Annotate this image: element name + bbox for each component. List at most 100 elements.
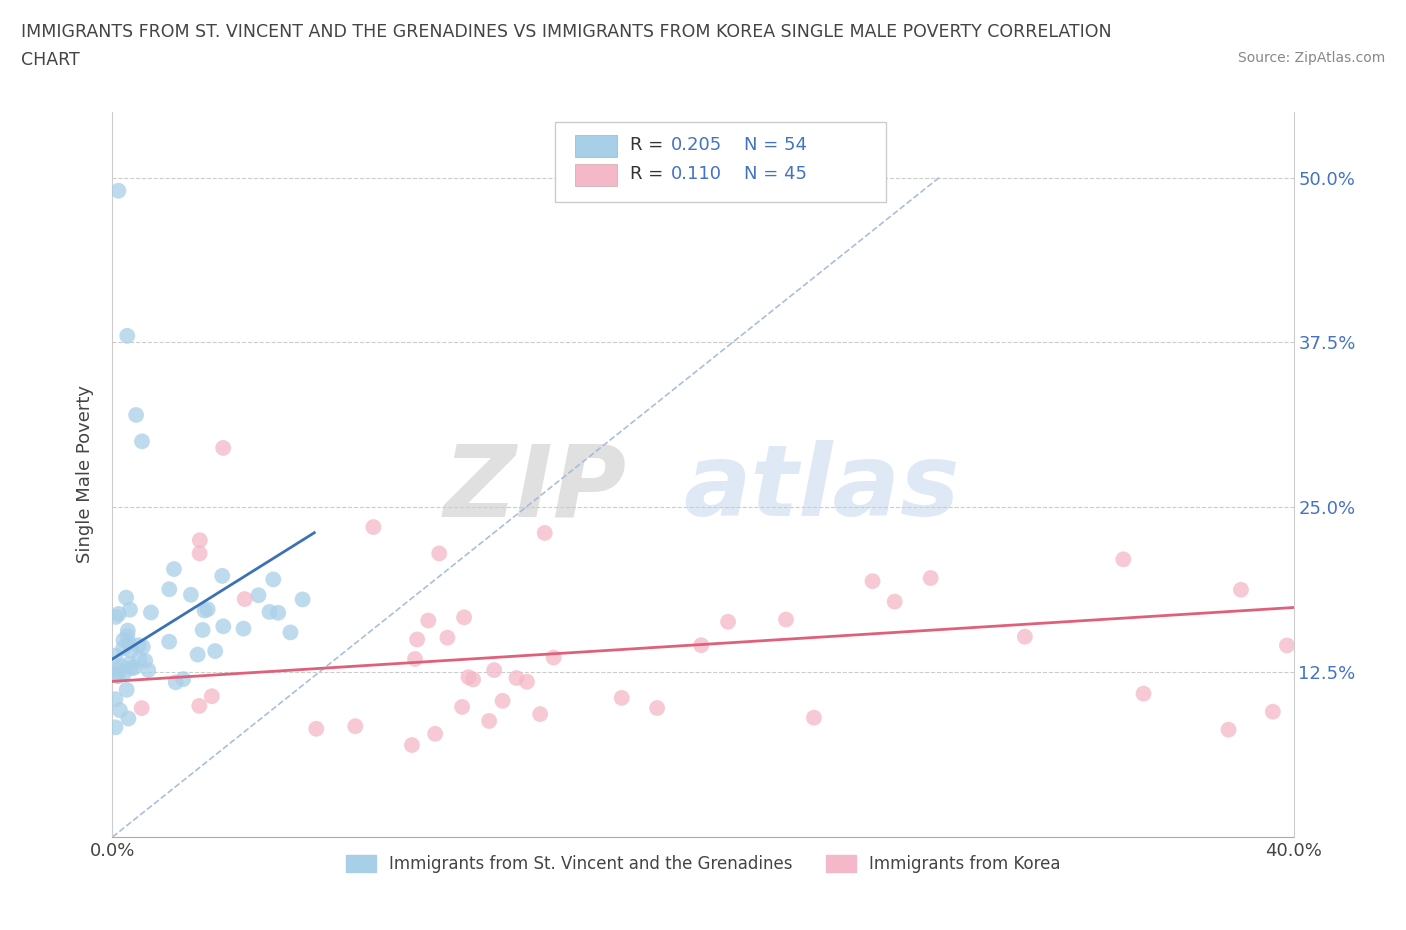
Point [478,713,501,728]
Point [107,662,129,677]
Point [232,621,254,636]
Text: R =: R = [630,165,669,183]
Point [212,618,235,633]
Point [157,582,180,597]
Point [201,689,224,704]
Point [418,613,440,628]
Point [1132,686,1154,701]
Point [139,605,162,620]
Point [401,737,423,752]
Point [122,660,145,675]
Point [690,638,713,653]
Point [920,571,942,586]
Point [543,650,565,665]
Point [482,663,505,678]
Point [188,698,211,713]
Point [363,520,385,535]
Point [165,675,187,690]
Point [247,588,270,603]
Point [180,588,202,603]
Point [132,640,155,655]
Point [1230,582,1253,597]
Text: 0.205: 0.205 [671,136,723,154]
Point [136,662,159,677]
Point [188,533,211,548]
Point [491,694,513,709]
Point [191,622,214,637]
Point [262,572,284,587]
Point [883,594,905,609]
Point [108,703,131,718]
Bar [575,135,617,156]
Point [107,606,129,621]
Text: IMMIGRANTS FROM ST. VINCENT AND THE GRENADINES VS IMMIGRANTS FROM KOREA SINGLE M: IMMIGRANTS FROM ST. VINCENT AND THE GREN… [21,23,1112,41]
Point [104,692,127,707]
Text: R =: R = [630,136,669,154]
Point [118,636,141,651]
Point [233,591,256,606]
Point [406,632,429,647]
Point [267,605,290,620]
Point [461,672,484,687]
Point [1112,551,1135,566]
Text: N = 45: N = 45 [744,165,807,183]
Point [188,546,211,561]
Point [131,700,153,715]
Point [112,666,135,681]
Point [118,603,141,618]
Point [1275,638,1298,653]
Point [427,546,450,561]
Point [505,671,527,685]
Point [120,660,142,675]
Point [157,634,180,649]
Text: atlas: atlas [683,440,959,538]
Point [163,562,186,577]
Point [104,609,127,624]
Point [104,667,127,682]
Point [204,644,226,658]
Legend: Immigrants from St. Vincent and the Grenadines, Immigrants from Korea: Immigrants from St. Vincent and the Gren… [339,848,1067,880]
Point [280,625,302,640]
Point [172,671,194,686]
Point [775,612,797,627]
Point [436,631,458,645]
Text: Source: ZipAtlas.com: Source: ZipAtlas.com [1237,51,1385,65]
Point [451,699,474,714]
Point [516,674,538,689]
Point [862,574,884,589]
Point [107,183,129,198]
Point [533,525,555,540]
Point [110,658,132,673]
Point [112,632,135,647]
Point [453,610,475,625]
Point [118,657,141,671]
Point [134,654,156,669]
Point [610,690,633,705]
Point [803,711,825,725]
Point [404,652,426,667]
Point [259,604,281,619]
Point [117,623,139,638]
Text: N = 54: N = 54 [744,136,807,154]
Point [425,726,447,741]
Point [291,592,314,607]
Bar [575,164,617,186]
Point [120,644,142,658]
Point [128,638,150,653]
Point [305,722,328,737]
Point [344,719,367,734]
Point [197,602,219,617]
Text: ZIP: ZIP [443,440,626,538]
Point [645,700,668,715]
Point [117,629,139,644]
Y-axis label: Single Male Poverty: Single Male Poverty [76,385,94,564]
Point [1014,630,1036,644]
Point [125,407,148,422]
Point [187,647,209,662]
Point [115,591,138,605]
Point [131,434,153,449]
Point [212,441,235,456]
Point [1218,723,1240,737]
Text: CHART: CHART [21,51,80,69]
Point [104,648,127,663]
